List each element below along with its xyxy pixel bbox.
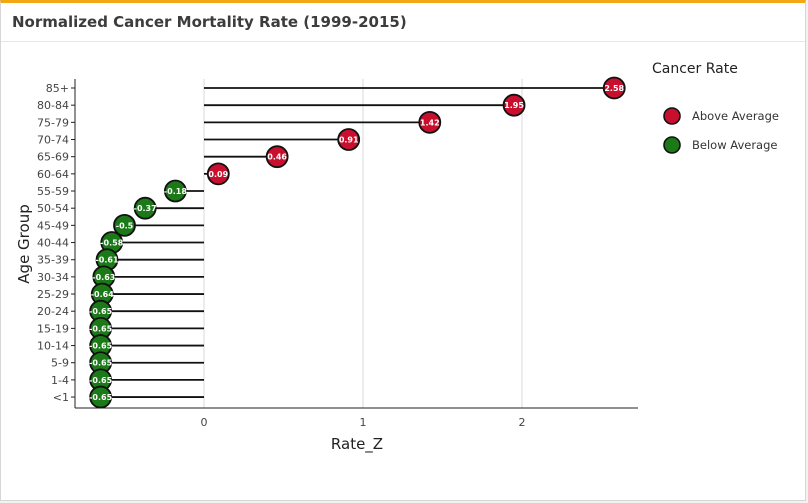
data-label: 1.42 [420,118,440,127]
lollipop-point [602,76,626,100]
lollipop-point [418,110,442,134]
y-tick-label: 75-79 [37,116,69,129]
y-tick-label: 35-39 [37,254,69,267]
data-label: -0.65 [89,393,112,402]
y-tick-label: 50-54 [37,202,69,215]
data-label: 0.91 [339,136,359,145]
y-tick-label: 45-49 [37,219,69,232]
y-tick-label: 55-59 [37,185,69,198]
y-axis-title: Age Group [15,204,33,283]
legend-swatch [663,136,681,154]
data-label: -0.65 [89,359,112,368]
y-tick-label: <1 [53,391,69,404]
data-label: -0.5 [116,221,134,230]
lollipop-point [89,385,113,409]
lollipop-point [337,128,361,151]
y-tick-label: 5-9 [51,357,69,370]
x-axis-title: Rate_Z [331,435,383,454]
data-label: -0.58 [100,239,123,248]
data-label: -0.63 [92,273,115,282]
lollipop-point [113,213,136,237]
y-tick-label: 60-64 [37,168,69,181]
y-tick-label: 80-84 [37,99,69,112]
y-tick-label: 10-14 [37,340,69,353]
data-label: 1.95 [504,101,524,110]
lollipop-point [133,196,157,220]
panel-title: Normalized Cancer Mortality Rate (1999-2… [12,13,407,31]
data-label: -0.64 [91,290,114,299]
x-tick-label: 0 [201,416,208,429]
y-tick-label: 1-4 [51,374,69,387]
data-label: 2.58 [604,84,624,93]
lollipop-point [265,145,289,169]
y-tick-label: 65-69 [37,151,69,164]
y-tick-label: 85+ [46,82,69,95]
y-tick-label: 20-24 [37,305,69,318]
legend-entry: Below Average [692,138,777,152]
y-tick-label: 25-29 [37,288,69,301]
y-tick-label: 15-19 [37,322,69,335]
lollipop-point [163,179,187,203]
data-label: -0.37 [134,204,157,213]
legend-entry: Above Average [692,109,779,123]
data-label: -0.65 [89,307,112,316]
y-tick-label: 40-44 [37,237,69,250]
data-label: -0.65 [89,324,112,333]
data-label: 0.09 [208,170,228,179]
data-label: -0.18 [164,187,187,196]
lollipop-point [206,162,230,186]
legend-title: Cancer Rate [652,61,738,77]
lollipop-point [502,93,526,117]
data-label: 0.46 [267,153,287,162]
legend-swatch [663,107,681,125]
y-tick-label: 30-34 [37,271,69,284]
data-label: -0.65 [89,342,112,351]
data-label: -0.65 [89,376,112,385]
y-tick-label: 70-74 [37,134,69,147]
x-tick-label: 2 [519,416,526,429]
data-label: -0.61 [95,256,118,265]
x-tick-label: 1 [360,416,367,429]
header-divider [1,41,805,42]
